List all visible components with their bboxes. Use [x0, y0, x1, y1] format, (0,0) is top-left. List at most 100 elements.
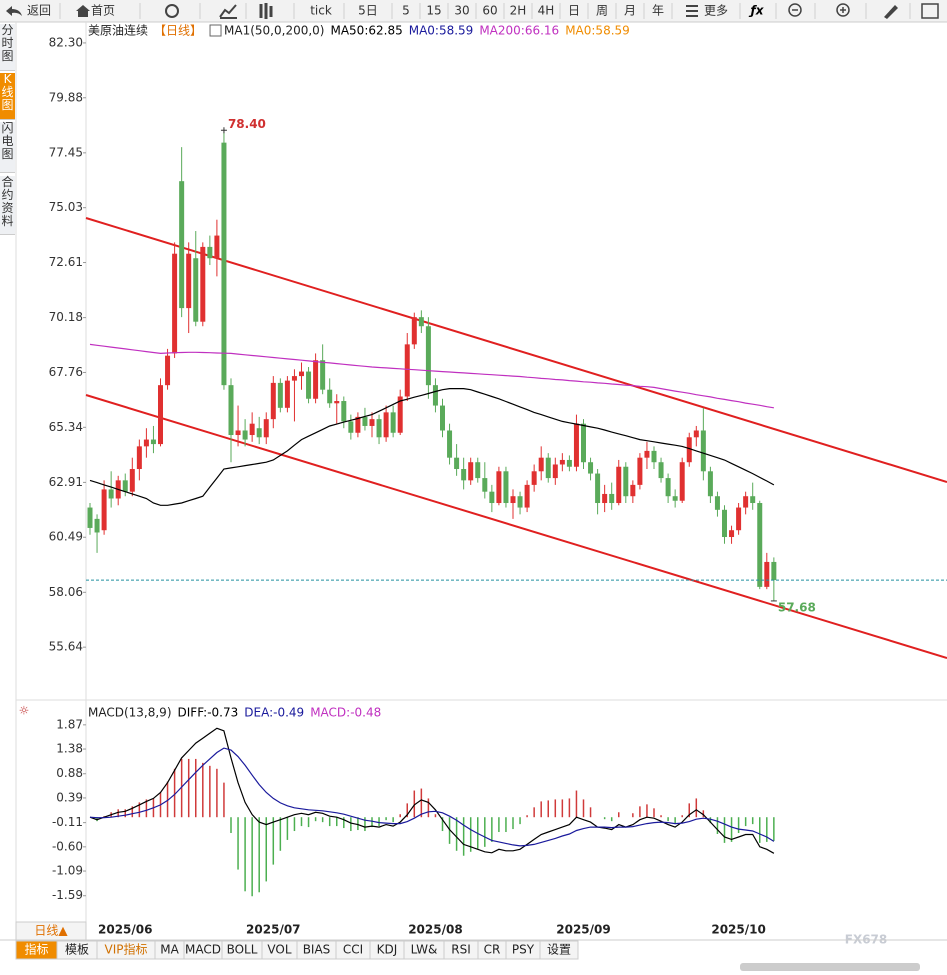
pencil-icon[interactable]	[884, 5, 898, 19]
refresh-icon[interactable]	[165, 4, 179, 18]
tab-label[interactable]: CCI	[343, 943, 363, 957]
period-label[interactable]: 日线▲	[34, 924, 68, 938]
candle-body	[581, 423, 586, 463]
toolbar-button[interactable]: 30	[454, 4, 469, 18]
candle-body	[771, 561, 777, 581]
y-tick-label: 55.64	[49, 640, 83, 654]
toolbar-button[interactable]: 5	[402, 4, 410, 18]
legend-text: MA50:62.85	[330, 24, 402, 38]
candle-body	[496, 471, 502, 504]
y-tick-label: 62.91	[49, 475, 83, 489]
toolbar-button[interactable]: 日	[568, 4, 580, 18]
candle-body	[425, 326, 431, 386]
candle-body	[630, 484, 636, 497]
candle-body	[693, 430, 699, 438]
candle-body	[729, 530, 735, 538]
side-tab[interactable]: 闪电图	[0, 122, 15, 173]
side-tab[interactable]: 分时图	[0, 24, 15, 71]
tab-label[interactable]: RSI	[451, 943, 471, 957]
toolbar-button[interactable]: 2H	[510, 4, 527, 18]
channel-lower	[85, 394, 947, 659]
candle-body	[489, 491, 495, 504]
toolbar-button[interactable]: 年	[652, 4, 664, 18]
candle-body	[440, 405, 445, 431]
max-marker	[220, 127, 227, 134]
tab-label[interactable]: 设置	[547, 943, 571, 957]
legend-text: 美原油连续	[88, 23, 148, 38]
menu-icon[interactable]	[686, 5, 698, 17]
tab-label[interactable]: MACD	[185, 943, 221, 957]
window-icon[interactable]	[921, 3, 939, 19]
tab-label[interactable]: MA	[160, 943, 179, 957]
channel-upper	[85, 217, 947, 483]
candle-body	[432, 385, 438, 406]
candle-body	[383, 412, 389, 438]
tab-label[interactable]: 模板	[65, 943, 89, 957]
toolbar-button[interactable]: 4H	[538, 4, 555, 18]
x-tick-label: 2025/07	[246, 923, 300, 937]
candle-body	[750, 496, 756, 504]
tab[interactable]	[539, 940, 579, 960]
toolbar-button[interactable]: 60	[482, 4, 497, 18]
candle-body	[461, 469, 467, 481]
candle-body	[602, 493, 608, 504]
candle-body	[348, 421, 354, 433]
toolbar-button[interactable]: tick	[310, 4, 332, 18]
y-tick-label: 75.03	[49, 200, 83, 214]
y-tick-label: 0.39	[56, 790, 83, 804]
y-tick-label: 79.88	[49, 90, 83, 104]
candle-body	[94, 518, 100, 533]
tab-label[interactable]: 指标	[24, 942, 48, 957]
fx-icon[interactable]: ƒx	[749, 4, 765, 18]
min-label: 57.68	[778, 600, 816, 614]
y-tick-label: 65.34	[49, 420, 83, 434]
zoom-in-icon[interactable]	[836, 3, 850, 17]
home-icon[interactable]	[76, 5, 90, 17]
candle-body	[510, 496, 516, 504]
candle-body	[447, 430, 453, 458]
trend-icon[interactable]	[219, 4, 237, 19]
period-button[interactable]	[15, 921, 87, 941]
tab-label[interactable]: VIP指标	[105, 942, 148, 957]
toolbar-button[interactable]: 返回	[27, 4, 51, 18]
candle-body	[743, 496, 749, 508]
candle-body	[411, 317, 417, 345]
toolbar-button[interactable]: 月	[624, 4, 636, 18]
toolbar	[0, 0, 947, 22]
toolbar-button[interactable]: 首页	[91, 4, 115, 18]
tab-label[interactable]: KDJ	[377, 943, 398, 957]
candle-body	[284, 380, 290, 408]
toolbar-button[interactable]: 15	[426, 4, 441, 18]
candle-icon[interactable]	[259, 3, 273, 19]
candle-body	[764, 561, 770, 587]
toolbar-button[interactable]: 5日	[358, 4, 378, 18]
candle-body	[200, 246, 206, 322]
tab-label[interactable]: LW&	[411, 943, 438, 957]
indicator-icon	[209, 24, 222, 37]
toolbar-button[interactable]: 更多	[704, 4, 728, 18]
candle-body	[538, 457, 544, 472]
back-icon[interactable]	[6, 6, 22, 16]
zoom-out-icon[interactable]	[788, 3, 802, 17]
candle-body	[609, 493, 615, 504]
legend-text: MA0:58.59	[565, 24, 630, 38]
legend-text: MA0:58.59	[409, 24, 474, 38]
tab-label[interactable]: BIAS	[303, 943, 331, 957]
side-tab[interactable]: K线图	[0, 73, 15, 120]
settings-icon[interactable]: ☼	[19, 704, 30, 718]
candle-body	[722, 509, 727, 538]
x-tick-label: 2025/06	[98, 923, 152, 937]
toolbar-button[interactable]: 周	[596, 4, 608, 18]
tab-label[interactable]: PSY	[512, 943, 535, 957]
tab-label[interactable]: BOLL	[227, 943, 258, 957]
scrollbar[interactable]	[740, 963, 920, 971]
y-tick-label: -1.09	[52, 864, 83, 878]
y-tick-label: 1.38	[56, 742, 83, 756]
tab-label[interactable]: VOL	[267, 943, 291, 957]
legend-text: DEA:-0.49	[244, 706, 304, 720]
candle-body	[672, 496, 678, 501]
side-tab[interactable]: 合约资料	[0, 176, 15, 235]
tab-label[interactable]: CR	[484, 943, 501, 957]
ma-line	[89, 388, 775, 506]
